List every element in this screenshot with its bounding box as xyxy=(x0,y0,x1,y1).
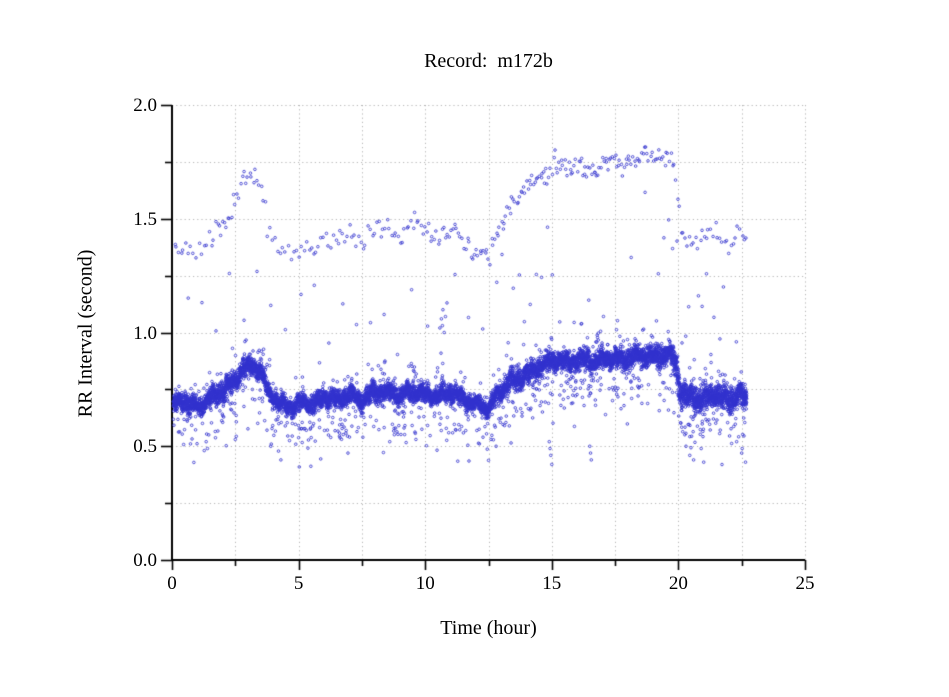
y-tick-label: 0.5 xyxy=(133,436,157,458)
x-tick-label: 15 xyxy=(542,573,562,594)
x-axis-label: Time (hour) xyxy=(440,617,537,639)
y-tick-label: 1.0 xyxy=(133,322,157,344)
x-tick-label: 20 xyxy=(668,573,688,594)
x-tick-label: 10 xyxy=(415,573,435,594)
y-tick-label: 1.5 xyxy=(133,208,157,230)
y-tick-label: 2.0 xyxy=(133,95,157,116)
x-tick-label: 0 xyxy=(167,573,177,594)
chart-title: Record: m172b xyxy=(424,50,553,72)
x-tick-label: 5 xyxy=(293,573,304,594)
x-tick-label: 25 xyxy=(795,573,815,594)
y-tick-label: 0.0 xyxy=(133,550,157,571)
y-axis-label: RR Interval (second) xyxy=(74,249,97,418)
